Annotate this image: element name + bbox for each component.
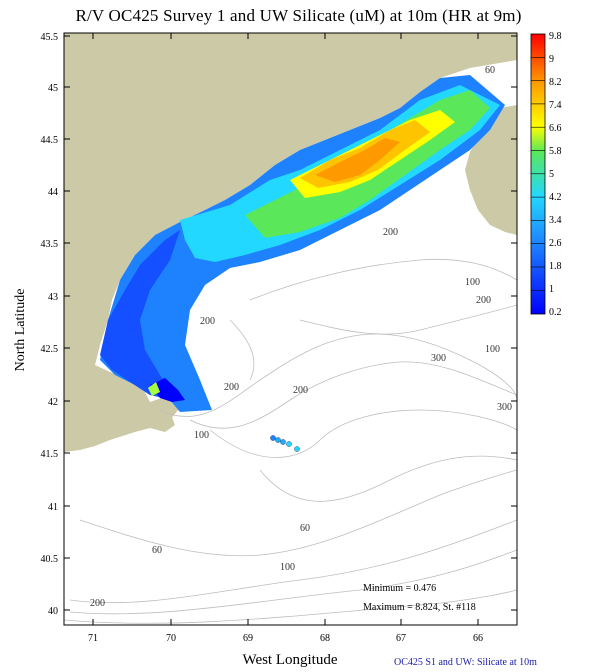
contour-label: 100	[465, 277, 480, 288]
contour-label: 200	[224, 382, 239, 393]
contour-label: 60	[485, 65, 495, 76]
x-axis: 71 70 69 68 67 66	[88, 33, 483, 644]
colorbar-label: 8.2	[549, 77, 562, 88]
contour-label: 100	[194, 430, 209, 441]
y-tick-label: 42	[48, 397, 58, 408]
plot-frame	[63, 32, 518, 626]
colorbar-label: 4.2	[549, 192, 562, 203]
x-tick-label: 69	[243, 633, 253, 644]
y-tick-label: 40.5	[41, 554, 59, 565]
y-tick-label: 44.5	[41, 135, 59, 146]
y-tick-label: 45	[48, 83, 58, 94]
x-tick-label: 68	[320, 633, 330, 644]
colorbar-label: 3.4	[549, 215, 562, 226]
map-title: R/V OC425 Survey 1 and UW Silicate (uM) …	[75, 6, 522, 25]
colorbar-label: 7.4	[549, 100, 562, 111]
y-tick-label: 43	[48, 292, 58, 303]
uw-stations	[270, 435, 300, 452]
y-tick-label: 43.5	[41, 239, 59, 250]
contour-label: 200	[383, 227, 398, 238]
y-tick-label: 40	[48, 606, 58, 617]
contour-label: 300	[497, 402, 512, 413]
colorbar-label: 2.6	[549, 238, 562, 249]
contour-label: 200	[200, 316, 215, 327]
contour-label: 60	[152, 545, 162, 556]
y-axis: 45.5 45 44.5 44 43.5 43 42.5 42 41.5 41 …	[41, 32, 517, 617]
x-axis-title: West Longitude	[242, 652, 338, 668]
contour-label: 200	[476, 295, 491, 306]
contour-label: 60	[300, 523, 310, 534]
colorbar	[530, 33, 546, 315]
colorbar-label: 1	[549, 284, 554, 295]
silicate-field	[100, 75, 505, 412]
colorbar-label: 6.6	[549, 123, 562, 134]
land-new-england	[64, 33, 517, 452]
y-tick-label: 44	[48, 187, 58, 198]
y-tick-label: 41.5	[41, 449, 59, 460]
x-tick-label: 71	[88, 633, 98, 644]
colorbar-label: 5.8	[549, 146, 562, 157]
contour-label: 100	[485, 344, 500, 355]
y-tick-label: 42.5	[41, 344, 59, 355]
bathymetry-contours	[64, 258, 517, 624]
maximum-stat: Maximum = 8.824, St. #118	[363, 602, 476, 613]
minimum-stat: Minimum = 0.476	[363, 583, 437, 594]
x-tick-label: 70	[166, 633, 176, 644]
contour-label: 300	[431, 353, 446, 364]
colorbar-label: 9	[549, 54, 554, 65]
figure-footer: OC425 S1 and UW: Silicate at 10m	[394, 657, 537, 668]
x-tick-label: 67	[396, 633, 406, 644]
land-nova-scotia	[465, 105, 517, 235]
y-axis-title: North Latitude	[13, 288, 28, 372]
contour-label: 200	[293, 385, 308, 396]
colorbar-label: 5	[549, 169, 554, 180]
colorbar-label: 0.2	[549, 307, 562, 318]
contour-label: 200	[90, 598, 105, 609]
x-tick-label: 66	[473, 633, 483, 644]
colorbar-label: 1.8	[549, 261, 562, 272]
contour-labels: 60 100 200 200 200 200 300 300 100 60 60…	[90, 65, 512, 609]
y-tick-label: 41	[48, 502, 58, 513]
y-tick-label: 45.5	[41, 32, 59, 43]
colorbar-label: 9.8	[549, 31, 562, 42]
contour-label: 100	[280, 562, 295, 573]
